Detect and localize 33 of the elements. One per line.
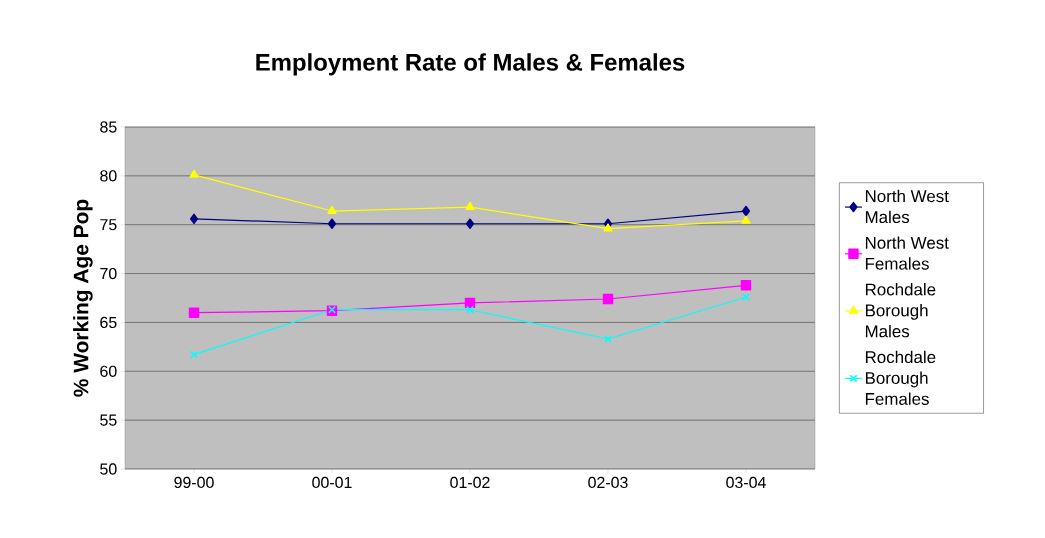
y-tick-label: 80 [100,170,117,182]
x-tick-label: 03-04 [726,476,766,489]
legend-label: Rochdale Borough Females [865,350,936,405]
legend-label: North West Females [865,236,949,270]
point [602,293,614,305]
point [465,201,475,211]
point [604,335,612,343]
point [741,205,751,217]
point [189,169,199,178]
legend-label: North West Males [865,189,949,224]
y-tick-label: 55 [100,414,117,426]
y-tick-label: 50 [100,463,117,475]
y-tick-label: 85 [100,121,117,133]
point [742,293,750,301]
point [741,215,751,224]
point [465,218,475,229]
point [188,307,200,318]
y-axis-title: % Working Age Pop [73,199,93,397]
x-tick-label: 00-01 [312,476,352,489]
y-tick-label: 70 [100,267,117,280]
x-tick-label: 02-03 [588,476,628,489]
x-tick-label: 01-02 [450,476,490,489]
x-tick-label: 99-00 [174,476,214,489]
y-tick-label: 65 [100,316,117,329]
point [189,213,199,225]
y-tick-label: 60 [100,365,117,377]
chart-title: Employment Rate of Males & Females [256,53,685,76]
y-tick-label: 75 [100,219,117,231]
point [327,205,337,215]
point [327,218,337,229]
point [603,223,613,232]
point [740,280,752,291]
legend-label: Rochdale Borough Males [865,283,936,338]
